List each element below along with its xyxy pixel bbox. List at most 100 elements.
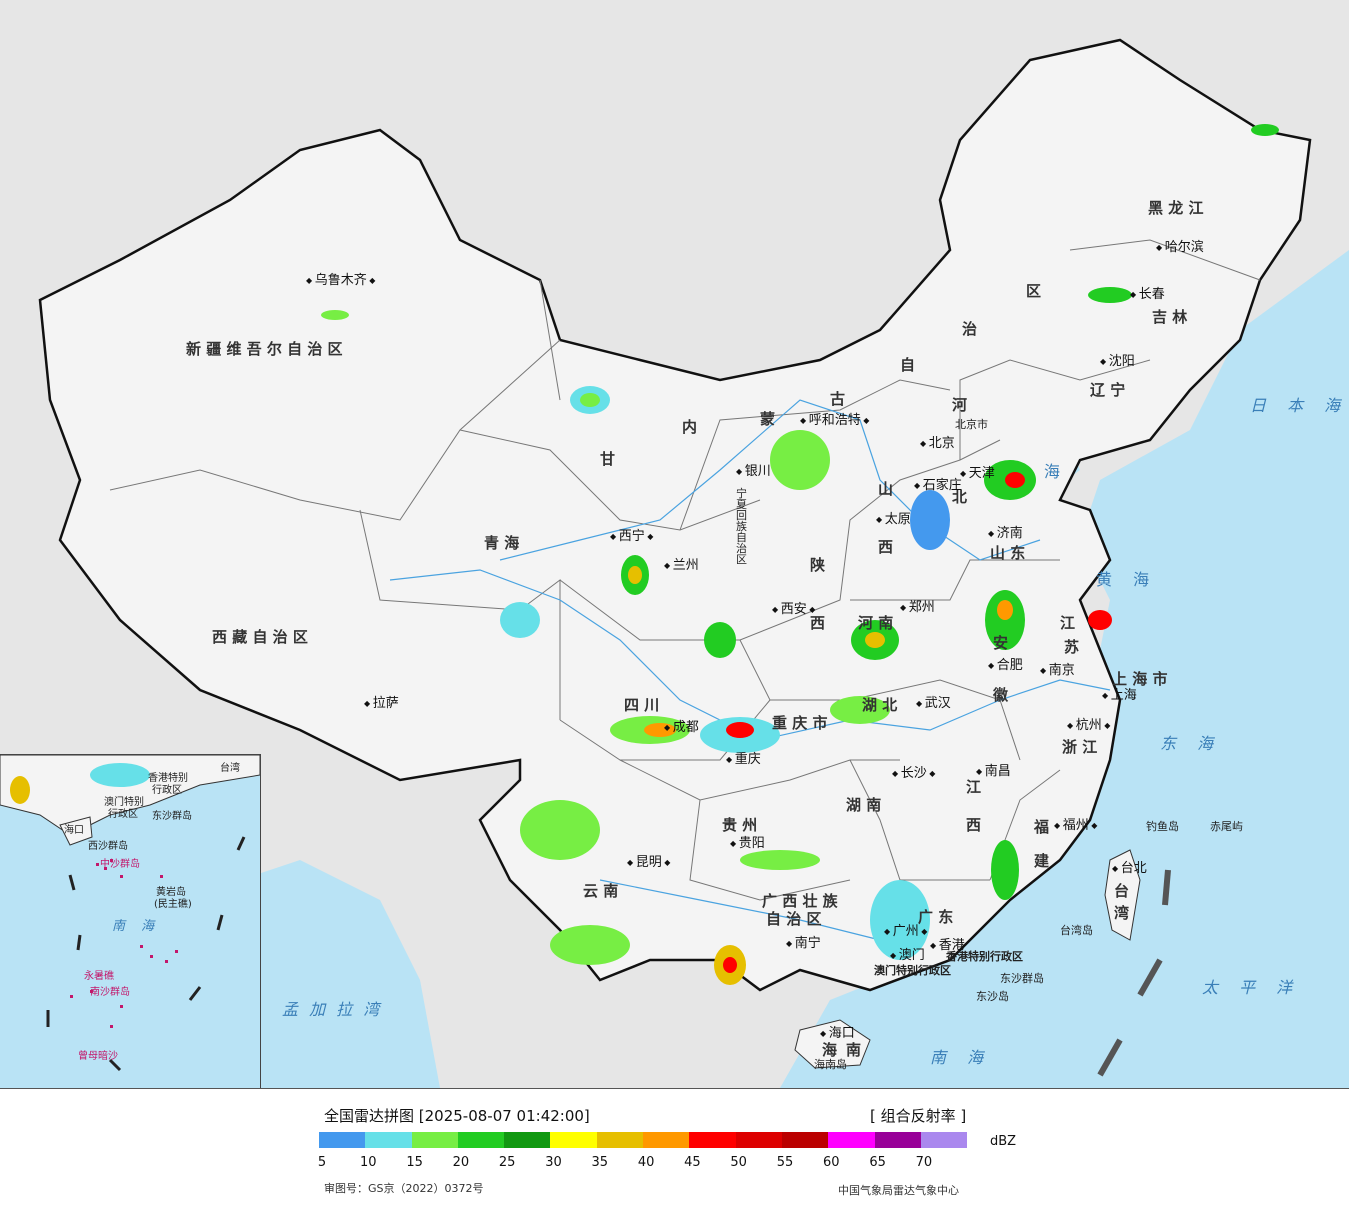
province-anhui-2: 徽 (993, 686, 1009, 704)
city-nanchang: 南昌 (976, 760, 1011, 779)
inset-xisha: 西沙群岛 (88, 841, 128, 852)
province-shanxi: 山 (878, 480, 894, 498)
color-swatch (596, 1132, 644, 1148)
province-liaoning: 辽 宁 (1090, 381, 1126, 399)
island-chiwei: 赤尾屿 (1210, 820, 1243, 833)
mosaic-title: 全国雷达拼图 [2025-08-07 01:42:00] (324, 1107, 590, 1125)
island-dongsha-group: 东沙群岛 (1000, 972, 1044, 985)
city-tianjin: 天津 (960, 462, 995, 481)
color-bar-tick: 55 (776, 1155, 794, 1170)
province-chongqing: 重 庆 市 (772, 714, 828, 732)
inset-huangyan-2: (民主礁) (154, 899, 192, 910)
city-lhasa: 拉萨 (364, 692, 399, 711)
color-swatch (781, 1132, 829, 1148)
inset-haikou: 海口 (64, 825, 84, 836)
sea-japan: 日 本 海 (1250, 396, 1349, 415)
color-swatch (920, 1132, 968, 1148)
province-neimenggu-3: 古 (830, 390, 846, 408)
province-beijing: 北京市 (955, 418, 988, 431)
inset-huangyan: 黄岩岛 (156, 887, 186, 898)
province-sichuan: 四 川 (624, 696, 660, 714)
inset-zhongsha: 中沙群岛 (100, 859, 140, 870)
label-hk-sar: 香港特别行政区 (946, 950, 1023, 963)
island-taiwan: 台湾岛 (1060, 924, 1093, 937)
color-swatch (735, 1132, 782, 1148)
agency-name: 中国气象局雷达气象中心 (838, 1184, 959, 1197)
color-swatch (457, 1132, 505, 1148)
province-heilongjiang: 黑 龙 江 (1148, 199, 1204, 217)
inset-nansha: 南沙群岛 (90, 987, 130, 998)
province-henan: 河 南 (858, 614, 894, 632)
japan-sea (1260, 300, 1349, 470)
province-hubei: 湖 北 (862, 696, 898, 714)
color-swatch (504, 1132, 551, 1148)
maritime-boundary (1097, 869, 1171, 1077)
city-haerbin: 哈尔滨 (1156, 236, 1204, 255)
inset-macau-2: 行政区 (108, 809, 138, 820)
province-hebei: 河 (952, 396, 968, 414)
city-shijiazhuang: 石家庄 (914, 474, 962, 493)
island-hainan: 海南岛 (814, 1058, 847, 1071)
city-guiyang: 贵阳 (730, 832, 765, 851)
province-zhejiang: 浙 江 (1062, 738, 1098, 756)
approval-number: 审图号：GS京（2022）0372号 (324, 1182, 484, 1195)
sea-area (780, 250, 1349, 1088)
province-anhui: 安 (993, 634, 1009, 652)
color-bar-tick: 10 (360, 1155, 377, 1170)
bay-of-bengal (230, 860, 440, 1088)
city-huhehaote: 呼和浩特 (800, 409, 869, 428)
color-bar-tick: 45 (684, 1155, 701, 1170)
province-borders (109, 239, 1261, 901)
color-swatch (365, 1132, 412, 1148)
inset-canvas (0, 755, 260, 1072)
province-shaanxi: 陕 (810, 556, 826, 574)
province-neimenggu-2: 蒙 (760, 410, 776, 428)
inset-taiwan: 台湾 (220, 763, 240, 774)
color-bar-tick: 30 (545, 1155, 562, 1170)
province-neimenggu-1: 内 (682, 418, 698, 436)
city-hongkong: 香港 (930, 934, 965, 953)
city-taibei: 台北 (1112, 857, 1147, 876)
province-fujian-2: 建 (1034, 852, 1050, 870)
color-swatch (411, 1132, 458, 1148)
color-bar-tick: 20 (452, 1155, 470, 1170)
city-hangzhou: 杭州 (1067, 714, 1110, 733)
color-bar-tick: 50 (730, 1155, 747, 1170)
province-jiangxi-2: 西 (966, 816, 982, 834)
sea-pacific: 太 平 洋 (1202, 978, 1301, 997)
map-area: 黑 龙 江 吉 林 辽 宁 新 疆 维 吾 尔 自 治 区 西 藏 自 治 区 … (0, 0, 1349, 1089)
inset-zengmu: 曾母暗沙 (78, 1051, 118, 1062)
sea-bohai: 海 (1044, 462, 1069, 481)
city-beijing: 北京 (920, 432, 955, 451)
city-lanzhou: 兰州 (664, 554, 699, 573)
color-swatch (874, 1132, 921, 1148)
province-guangxi-2: 自 治 区 (766, 910, 822, 928)
color-swatch (319, 1132, 366, 1148)
color-bar-tick: 60 (823, 1155, 840, 1170)
inset-island-dots (70, 859, 178, 1028)
color-bar-tick: 15 (406, 1155, 423, 1170)
city-xian: 西安 (772, 598, 815, 617)
province-jiangxi: 江 (966, 778, 982, 796)
color-swatch (689, 1132, 736, 1148)
inset-hk-2: 行政区 (152, 785, 182, 796)
color-bar-tick: 65 (869, 1155, 886, 1170)
city-jinan: 济南 (988, 522, 1023, 541)
city-taiyuan: 太原 (876, 508, 911, 527)
color-bar-tick: 40 (637, 1155, 655, 1170)
province-shanxi-2: 西 (878, 538, 894, 556)
city-haikou: 海口 (820, 1022, 855, 1041)
province-shaanxi-2: 西 (810, 614, 826, 632)
sea-south: 南 海 (930, 1048, 992, 1067)
city-hefei: 合肥 (988, 654, 1023, 673)
city-nanjing: 南京 (1040, 659, 1075, 678)
color-bar-tick: 5 (317, 1155, 327, 1170)
city-fuzhou: 福州 (1054, 814, 1097, 833)
province-ningxia: 宁夏回族自治区 (736, 487, 747, 566)
province-neimenggu-6: 区 (1026, 282, 1042, 300)
inset-dongsha: 东沙群岛 (152, 811, 192, 822)
province-taiwan-2: 湾 (1114, 904, 1130, 922)
province-hainan-2: 南 (846, 1041, 862, 1059)
province-jiangsu: 江 (1060, 614, 1076, 632)
